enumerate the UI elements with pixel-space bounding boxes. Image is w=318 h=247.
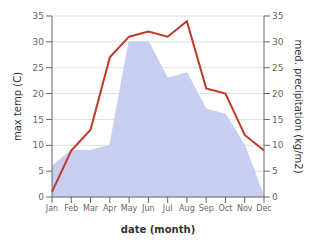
svg-text:35: 35 bbox=[33, 11, 44, 21]
svg-text:35: 35 bbox=[272, 11, 283, 21]
svg-text:max temp (C): max temp (C) bbox=[12, 72, 23, 141]
svg-text:5: 5 bbox=[38, 166, 44, 176]
svg-text:Apr: Apr bbox=[103, 204, 118, 213]
svg-text:20: 20 bbox=[33, 89, 45, 99]
svg-text:Sep: Sep bbox=[199, 204, 214, 213]
svg-text:Jan: Jan bbox=[45, 204, 58, 213]
svg-text:20: 20 bbox=[272, 89, 284, 99]
svg-text:date (month): date (month) bbox=[121, 224, 195, 235]
svg-text:Feb: Feb bbox=[64, 204, 78, 213]
svg-text:10: 10 bbox=[272, 140, 284, 150]
svg-text:Dec: Dec bbox=[256, 204, 271, 213]
svg-text:Nov: Nov bbox=[237, 204, 253, 213]
svg-text:25: 25 bbox=[33, 63, 44, 73]
svg-text:5: 5 bbox=[272, 166, 278, 176]
svg-text:25: 25 bbox=[272, 63, 283, 73]
svg-text:Jul: Jul bbox=[162, 204, 173, 213]
svg-text:Mar: Mar bbox=[83, 204, 99, 213]
svg-text:0: 0 bbox=[272, 192, 278, 202]
svg-text:0: 0 bbox=[38, 192, 44, 202]
svg-text:30: 30 bbox=[272, 37, 284, 47]
svg-text:30: 30 bbox=[33, 37, 45, 47]
svg-text:10: 10 bbox=[33, 140, 45, 150]
svg-text:15: 15 bbox=[272, 115, 283, 125]
svg-text:Aug: Aug bbox=[179, 204, 195, 213]
svg-text:15: 15 bbox=[33, 115, 44, 125]
svg-text:Jun: Jun bbox=[141, 204, 155, 213]
svg-text:May: May bbox=[121, 204, 138, 213]
svg-text:Oct: Oct bbox=[219, 204, 233, 213]
svg-text:med. precipitation (kg/m2): med. precipitation (kg/m2) bbox=[293, 39, 304, 173]
